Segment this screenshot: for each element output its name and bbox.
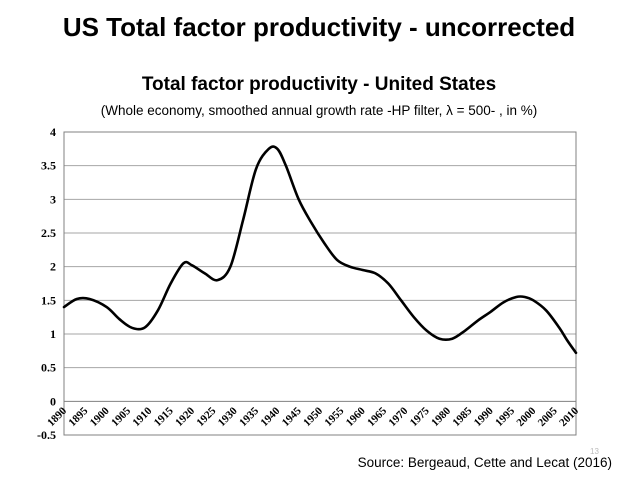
source-note: Source: Bergeaud, Cette and Lecat (2016) bbox=[357, 455, 612, 470]
x-tick-label: 1990 bbox=[472, 405, 496, 429]
x-tick-label: 2010 bbox=[557, 405, 581, 429]
x-tick-label: 1935 bbox=[237, 405, 261, 429]
y-axis-tick-labels: -0.5 0 0.5 1 1.5 2 2.5 3 3.5 4 bbox=[37, 125, 56, 442]
y-tick-label: 3.5 bbox=[41, 159, 56, 173]
x-tick-label: 1955 bbox=[322, 405, 346, 429]
x-tick-label: 1915 bbox=[152, 405, 176, 429]
x-tick-label: 1905 bbox=[109, 405, 133, 429]
y-tick-label: 2.5 bbox=[41, 226, 56, 240]
slide-title: US Total factor productivity - uncorrect… bbox=[62, 12, 576, 42]
x-tick-label: 2005 bbox=[536, 405, 560, 429]
x-tick-label: 1985 bbox=[450, 405, 474, 429]
x-tick-label: 1925 bbox=[194, 405, 218, 429]
x-tick-label: 1965 bbox=[365, 405, 389, 429]
x-tick-label: 1995 bbox=[493, 405, 517, 429]
x-tick-label: 1950 bbox=[301, 405, 325, 429]
x-tick-label: 1970 bbox=[386, 405, 410, 429]
y-tick-label: 2 bbox=[50, 260, 56, 274]
x-tick-label: 1900 bbox=[88, 405, 112, 429]
plot-area bbox=[63, 131, 577, 436]
x-tick-label: 1910 bbox=[130, 405, 154, 429]
x-tick-label: 1920 bbox=[173, 405, 197, 429]
tfp-series-line bbox=[62, 145, 578, 355]
chart-subtitle: (Whole economy, smoothed annual growth r… bbox=[100, 103, 538, 118]
x-tick-label: 1945 bbox=[280, 405, 304, 429]
y-tick-label: 3 bbox=[50, 192, 56, 206]
x-tick-label: 1980 bbox=[429, 405, 453, 429]
y-tick-label: 1.5 bbox=[41, 293, 56, 307]
x-tick-label: 2000 bbox=[514, 405, 538, 429]
x-tick-label: 1895 bbox=[66, 405, 90, 429]
x-tick-label: 1975 bbox=[408, 405, 432, 429]
x-axis-tick-labels: 1890189519001905191019151920192519301935… bbox=[45, 405, 581, 429]
gridlines bbox=[64, 131, 576, 436]
y-tick-label: 1 bbox=[50, 327, 56, 341]
x-tick-label: 1940 bbox=[258, 405, 282, 429]
x-tick-label: 1960 bbox=[344, 405, 368, 429]
y-tick-label: 0 bbox=[50, 394, 56, 408]
x-tick-label: 1930 bbox=[216, 405, 240, 429]
y-tick-label: 0.5 bbox=[41, 361, 56, 375]
chart-title: Total factor productivity - United State… bbox=[141, 74, 497, 95]
page-number: 13 bbox=[590, 447, 599, 456]
x-tick-label: 1890 bbox=[45, 405, 69, 429]
y-tick-label: -0.5 bbox=[37, 428, 56, 442]
y-tick-label: 4 bbox=[50, 125, 56, 139]
